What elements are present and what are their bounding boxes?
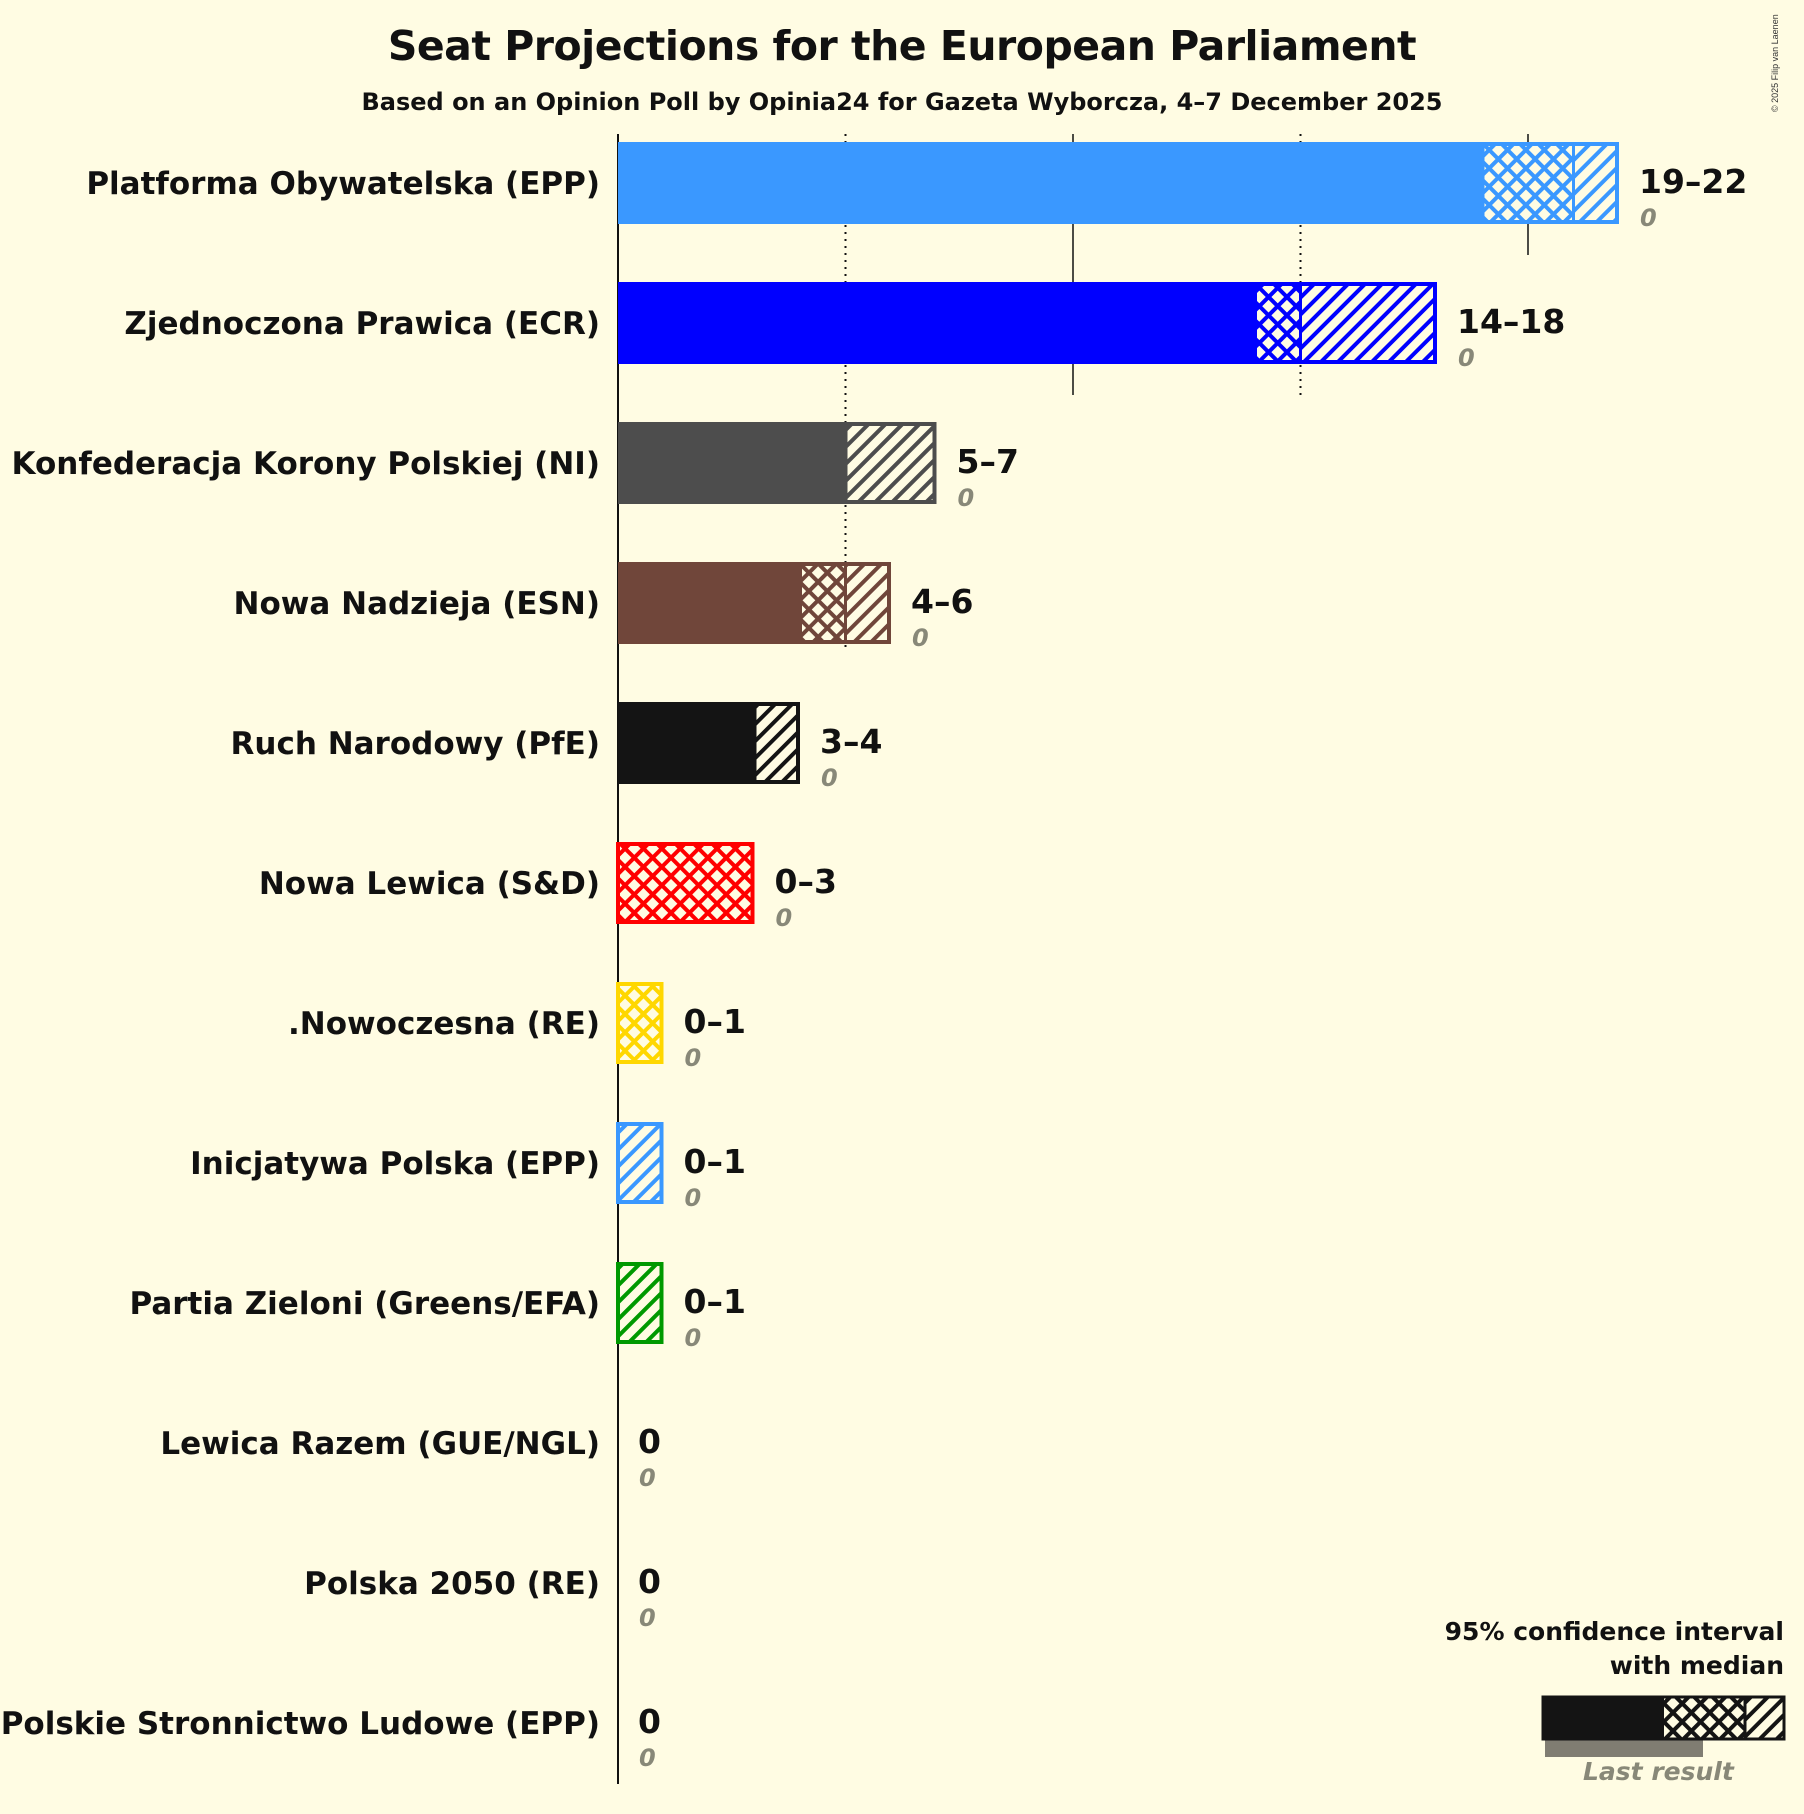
party-bar: [618, 562, 891, 644]
party-label: Nowa Nadzieja (ESN): [233, 586, 600, 622]
last-result-label: 0: [912, 624, 929, 652]
party-bar: [616, 1122, 664, 1204]
seat-range-label: 0: [638, 1422, 661, 1461]
party-label: Platforma Obywatelska (EPP): [86, 166, 600, 202]
legend-last-result-label: Last result: [1583, 1757, 1734, 1786]
last-result-label: 0: [639, 1604, 656, 1632]
seat-range-label: 0: [638, 1562, 661, 1601]
bars: [616, 142, 1619, 1344]
party-label: Konfederacja Korony Polskiej (NI): [11, 446, 600, 482]
party-label: Partia Zieloni (Greens/EFA): [129, 1286, 600, 1322]
seat-range-label: 0–1: [683, 1282, 746, 1321]
legend-swatch: [1541, 1695, 1786, 1757]
seat-range-label: 0–1: [683, 1142, 746, 1181]
chart-title: Seat Projections for the European Parlia…: [387, 22, 1417, 70]
seat-range-label: 3–4: [820, 722, 883, 761]
party-bar: [618, 282, 1437, 364]
party-bar: [616, 982, 664, 1064]
party-label: Nowa Lewica (S&D): [258, 866, 600, 902]
party-bar: [618, 702, 800, 784]
chart-subtitle: Based on an Opinion Poll by Opinia24 for…: [361, 88, 1443, 116]
party-label: Zjednoczona Prawica (ECR): [124, 306, 600, 342]
last-result-label: 0: [821, 764, 838, 792]
last-result-label: 0: [684, 1044, 702, 1072]
last-result-label: 0: [639, 1464, 656, 1492]
last-result-label: 0: [639, 1744, 656, 1772]
last-result-label: 0: [684, 1324, 702, 1352]
seat-range-label: 0–1: [683, 1002, 746, 1041]
party-bar: [616, 842, 755, 924]
party-label: .Nowoczesna (RE): [287, 1006, 600, 1042]
last-result-label: 0: [1458, 344, 1475, 372]
gridlines: [617, 134, 1529, 1784]
party-bar: [616, 1262, 664, 1344]
seat-range-label: 19–22: [1639, 162, 1748, 201]
last-result-label: 0: [957, 484, 975, 512]
seat-range-label: 0: [638, 1702, 661, 1741]
last-result-label: 0: [684, 1184, 702, 1212]
last-result-label: 0: [775, 904, 793, 932]
party-label: Polska 2050 (RE): [304, 1566, 600, 1602]
party-label: Polskie Stronnictwo Ludowe (EPP): [0, 1706, 600, 1742]
seat-range-label: 14–18: [1457, 302, 1566, 341]
party-bar: [618, 142, 1619, 224]
last-result-label: 0: [1640, 204, 1657, 232]
party-label: Lewica Razem (GUE/NGL): [160, 1426, 600, 1462]
seat-range-label: 5–7: [956, 442, 1019, 481]
party-bar: [618, 422, 937, 504]
seat-range-label: 4–6: [911, 582, 974, 621]
seat-range-label: 0–3: [774, 862, 837, 901]
legend-title: 95% confidence interval with median: [1444, 1617, 1784, 1680]
party-label: Inicjatywa Polska (EPP): [190, 1146, 600, 1182]
party-label: Ruch Narodowy (PfE): [230, 726, 600, 762]
